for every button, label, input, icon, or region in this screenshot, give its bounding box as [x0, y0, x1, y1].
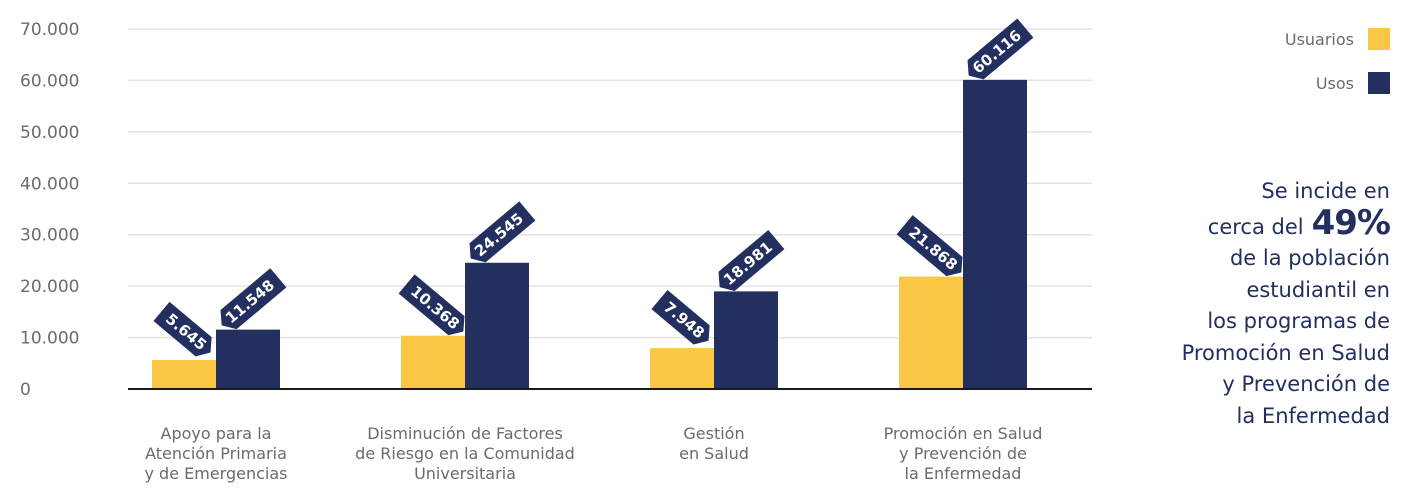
callout-line: la Enfermedad: [1236, 403, 1390, 428]
data-label-text: 21.868: [905, 223, 961, 274]
category-label: Gestión: [683, 424, 744, 443]
callout-line: Se incide en: [1261, 179, 1390, 203]
category-label: Apoyo para la: [161, 424, 272, 443]
grid-lines: [128, 28, 1092, 339]
y-tick-label: 20.000: [20, 277, 79, 297]
category-label: Atención Primaria: [145, 444, 287, 463]
legend-label-usos: Usos: [1315, 73, 1354, 93]
bar-usuarios: [650, 348, 714, 389]
callout-line: los programas de: [1207, 309, 1390, 333]
category-label: de Riesgo en la Comunidad: [355, 444, 575, 463]
callout-line: cerca del: [1207, 214, 1304, 239]
data-label-tag: 7.948: [651, 289, 710, 345]
data-label-tag: 11.548: [220, 268, 287, 330]
data-label-text: 11.548: [222, 276, 278, 327]
legend-item-usos: Usos: [1285, 72, 1390, 94]
legend-swatch-usuarios: [1368, 28, 1390, 50]
data-label-tag: 5.645: [153, 301, 212, 357]
y-tick-label: 10.000: [20, 329, 79, 349]
callout-text: Se incide en cerca del 49% de la població…: [1130, 176, 1391, 432]
data-label-background: [651, 289, 710, 345]
data-label-background: [896, 215, 963, 277]
data-label-text: 60.116: [969, 26, 1025, 77]
y-tick-label: 0: [20, 380, 31, 400]
bar-usuarios: [899, 276, 963, 389]
data-label-background: [398, 274, 465, 336]
y-axis-tick-labels: 0 10.000 20.000 30.000 40.000 50.000 60.000 70.…: [20, 20, 79, 400]
legend-item-usuarios: Usuarios: [1285, 28, 1390, 50]
category-label: Promoción en Salud: [884, 424, 1043, 443]
bar-usuarios: [152, 359, 216, 389]
data-label-background: [220, 268, 287, 330]
data-label-tag: 21.868: [896, 215, 963, 277]
callout-percentage: 49%: [1311, 202, 1391, 243]
data-label-tag: 10.368: [398, 274, 465, 336]
category-label: y Prevención de: [899, 444, 1027, 463]
y-tick-label: 70.000: [20, 20, 79, 40]
bar-usos: [216, 329, 280, 389]
data-label-background: [153, 301, 212, 357]
data-label-background: [967, 18, 1034, 80]
data-label-background: [718, 230, 785, 291]
category-label: Universitaria: [414, 464, 516, 483]
legend-label-usuarios: Usuarios: [1284, 29, 1354, 49]
y-tick-label: 50.000: [20, 123, 79, 143]
bar-usos: [714, 291, 778, 389]
legend-swatch-usos: [1368, 72, 1390, 94]
category-label: en Salud: [679, 444, 749, 463]
bar-usuarios: [401, 335, 465, 389]
callout-line: Promoción en Salud: [1181, 340, 1390, 365]
callout-line: y Prevención de: [1222, 372, 1390, 396]
bar-usos: [963, 79, 1027, 389]
legend: Usuarios Usos: [1285, 28, 1390, 116]
data-label-text: 18.981: [720, 238, 776, 289]
y-tick-label: 30.000: [20, 226, 79, 246]
category-label: y de Emergencias: [145, 464, 288, 483]
bars: [152, 79, 1027, 389]
bar-usos: [465, 262, 529, 389]
category-label: Disminución de Factores: [367, 424, 563, 443]
y-tick-label: 60.000: [20, 71, 79, 91]
category-label: la Enfermedad: [905, 464, 1022, 483]
callout-line: estudiantil en: [1246, 277, 1390, 302]
data-label-background: [469, 201, 536, 263]
callout-line-highlight: cerca del 49%: [1130, 206, 1391, 244]
y-tick-label: 40.000: [20, 174, 79, 194]
callout-line: de la población: [1229, 246, 1390, 270]
data-label-text: 10.368: [407, 282, 463, 333]
